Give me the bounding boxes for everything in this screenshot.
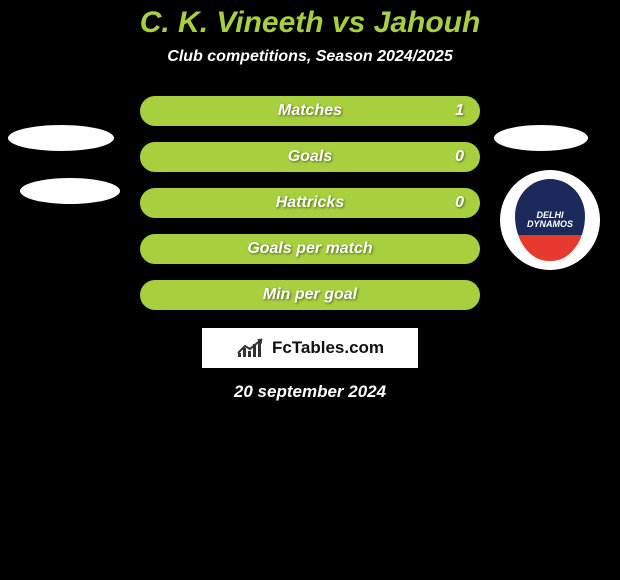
stat-label: Min per goal bbox=[263, 286, 357, 304]
stats-area: Matches 1 Goals 0 Hattricks 0 Goals per match M… bbox=[0, 96, 620, 310]
stat-value-right: 1 bbox=[455, 102, 464, 120]
page-title: C. K. Vineeth vs Jahouh bbox=[0, 0, 620, 40]
stat-label: Goals bbox=[288, 148, 332, 166]
branding-box: FcTables.com bbox=[202, 328, 418, 368]
stat-bar: Goals per match bbox=[140, 234, 480, 264]
stat-label: Hattricks bbox=[276, 194, 344, 212]
stat-label: Matches bbox=[278, 102, 342, 120]
stat-label: Goals per match bbox=[247, 240, 372, 258]
stat-bar: Matches 1 bbox=[140, 96, 480, 126]
subtitle: Club competitions, Season 2024/2025 bbox=[0, 48, 620, 66]
branding-text: FcTables.com bbox=[272, 338, 384, 358]
bar-chart-icon bbox=[236, 337, 266, 359]
date-text: 20 september 2024 bbox=[0, 382, 620, 402]
stat-value-right: 0 bbox=[455, 194, 464, 212]
stat-bar: Hattricks 0 bbox=[140, 188, 480, 218]
stat-bar: Min per goal bbox=[140, 280, 480, 310]
stat-value-right: 0 bbox=[455, 148, 464, 166]
stat-bar: Goals 0 bbox=[140, 142, 480, 172]
